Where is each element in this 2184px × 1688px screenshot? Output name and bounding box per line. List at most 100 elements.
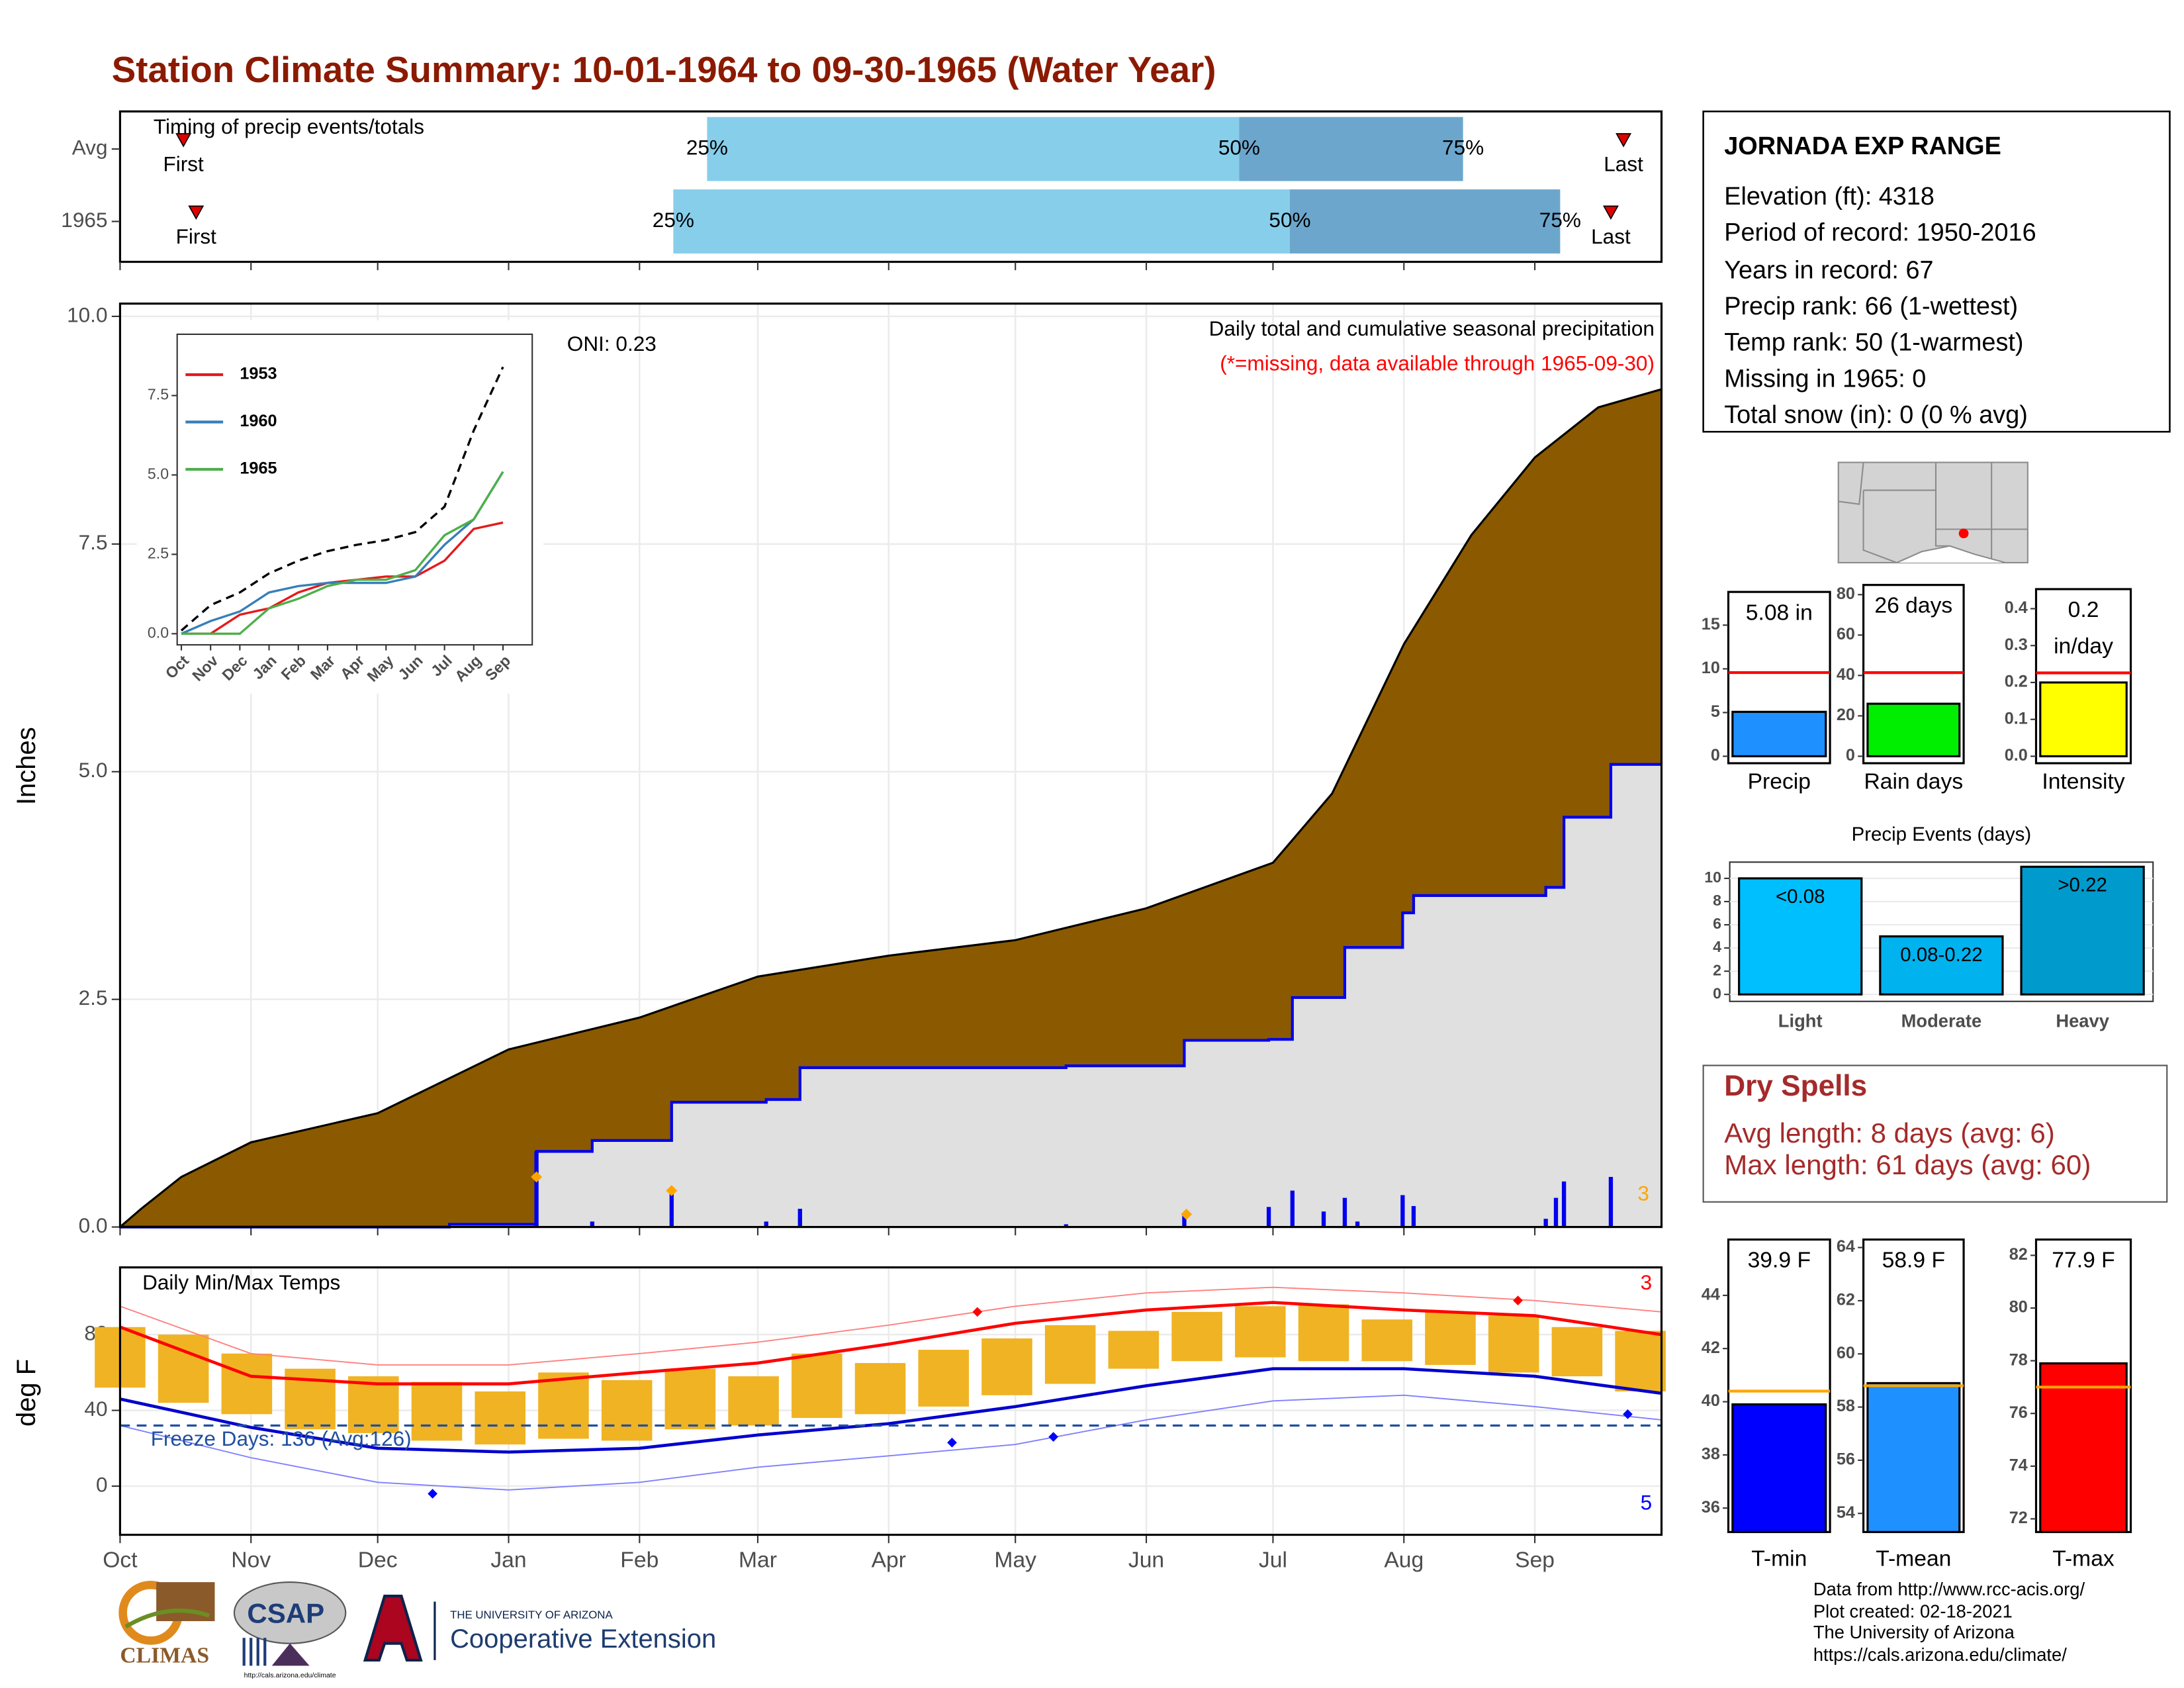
daily-bar — [1266, 1207, 1271, 1227]
daily-range-bar — [1551, 1327, 1603, 1377]
record-high-count: 3 — [1641, 1270, 1653, 1294]
y-tick-label: 7.5 — [79, 530, 108, 554]
y-tick-label: 5.0 — [148, 465, 169, 483]
category-label: T-max — [2052, 1546, 2115, 1571]
event-marker — [175, 133, 192, 148]
y-tick-label: 4 — [1713, 938, 1721, 955]
value-label: 39.9 F — [1747, 1249, 1811, 1274]
value-label-box: 0.2 in/day — [2054, 598, 2113, 659]
y-tick-label: 74 — [2009, 1456, 2028, 1475]
daily-range-bar — [1235, 1306, 1286, 1358]
daily-range-bar — [854, 1363, 906, 1415]
dry-spells-line: Max length: 61 days (avg: 60) — [1724, 1149, 2091, 1180]
quartile-label: 50% — [1269, 208, 1310, 232]
x-tick-label: Light — [1778, 1011, 1823, 1031]
event-marker — [188, 205, 205, 220]
y-tick-label: 72 — [2009, 1509, 2028, 1527]
quartile-label: 50% — [1218, 135, 1260, 159]
chart-title: Precip Events (days) — [1852, 823, 2032, 845]
daily-bar — [1182, 1213, 1187, 1227]
y-tick-label: 40 — [1837, 665, 1855, 684]
x-tick-label: Aug — [1384, 1548, 1424, 1572]
annotation: ONI: 0.23 — [567, 332, 657, 355]
y-tick-label: 58 — [1837, 1397, 1855, 1415]
record-marker — [531, 1171, 543, 1183]
x-tick-label: Apr — [872, 1548, 906, 1572]
row-label: 1965 — [61, 208, 107, 232]
avg-max-line — [119, 1301, 1662, 1385]
y-tick-label: 0.0 — [2005, 746, 2028, 765]
x-tick-label: Mar — [739, 1548, 777, 1572]
record-low-count: 5 — [1641, 1491, 1653, 1515]
y-tick-label: 2.5 — [148, 545, 169, 562]
daily-bar — [764, 1221, 768, 1227]
daily-range-bar — [1171, 1311, 1222, 1362]
bar — [2039, 681, 2128, 758]
daily-bar — [1553, 1197, 1559, 1227]
x-tick-label: Sep — [1515, 1548, 1555, 1572]
x-tick-label: Jun — [1128, 1548, 1164, 1572]
page-title: Station Climate Summary: 10-01-1964 to 0… — [112, 49, 1216, 90]
location-map — [1837, 461, 2028, 564]
y-tick-label: 42 — [1702, 1338, 1720, 1357]
freeze-label: Freeze Days: 136 (Avg:126) — [151, 1427, 412, 1450]
daily-range-bar — [1425, 1311, 1476, 1365]
legend-label: 1960 — [240, 412, 277, 430]
value-label: 0.2 in/day — [2054, 598, 2113, 659]
y-tick-label: 0.0 — [148, 624, 169, 641]
season-line — [120, 763, 1662, 1229]
daily-range-bar — [918, 1350, 970, 1407]
y-tick-label: 60 — [1837, 1344, 1855, 1362]
chart-title: Daily Min/Max Temps — [142, 1270, 340, 1294]
y-tick-label: 76 — [2009, 1403, 2028, 1422]
timing-bar-late — [1289, 189, 1561, 254]
daily-bar — [1561, 1181, 1567, 1227]
value-label: 5.08 in — [1745, 601, 1813, 626]
event-marker — [1602, 205, 1619, 220]
bar-label: >0.22 — [2058, 874, 2107, 896]
daily-range-bar — [1615, 1331, 1666, 1391]
x-tick-label: Heavy — [2056, 1011, 2109, 1031]
y-tick-label: 5.0 — [79, 758, 108, 782]
dry-spells-box — [1702, 1064, 2168, 1203]
daily-bar — [1290, 1190, 1295, 1227]
station-name: JORNADA EXP RANGE — [1724, 132, 2001, 160]
station-line: Elevation (ft): 4318 — [1724, 183, 1934, 211]
record-max-line — [120, 1286, 1662, 1366]
row-label: Avg — [72, 135, 108, 159]
daily-bar — [1608, 1176, 1614, 1227]
x-tick-label: Jan — [490, 1548, 526, 1572]
chart-subtitle: (*=missing, data available through 1965-… — [1220, 352, 1655, 375]
y-tick-label: 80 — [1837, 585, 1855, 603]
event-marker — [1615, 133, 1632, 148]
y-tick-label: 36 — [1702, 1498, 1720, 1517]
csap-url: http://cals.arizona.edu/climate — [244, 1671, 336, 1679]
station-line: Temp rank: 50 (1-warmest) — [1724, 329, 2023, 357]
y-tick-label: 38 — [1702, 1445, 1720, 1464]
daily-bar — [1321, 1211, 1326, 1227]
event-label: First — [176, 224, 217, 248]
value-label-box: 39.9 F — [1747, 1249, 1811, 1274]
x-tick-label: Moderate — [1901, 1011, 1982, 1031]
y-tick-label: 2 — [1713, 961, 1721, 978]
y-tick-label: 8 — [1713, 892, 1721, 909]
record-marker — [1623, 1409, 1633, 1419]
daily-range-bar — [728, 1376, 779, 1426]
season-area — [120, 764, 1662, 1227]
footer-line: https://cals.arizona.edu/climate/ — [1813, 1644, 2067, 1665]
y-tick-label: 62 — [1837, 1291, 1855, 1309]
bar — [1866, 1382, 1961, 1533]
y-tick-label: 20 — [1837, 706, 1855, 724]
daily-bar — [1543, 1219, 1548, 1227]
daily-bar — [797, 1209, 802, 1227]
daily-range-bar — [1108, 1331, 1160, 1369]
legend-label: 1965 — [240, 459, 277, 478]
y-tick-label: 10.0 — [67, 303, 107, 326]
y-tick-label: 56 — [1837, 1450, 1855, 1469]
timing-bar-early — [673, 189, 1290, 254]
record-min-line — [120, 1394, 1662, 1491]
y-tick-label: 44 — [1702, 1286, 1720, 1304]
daily-bar — [534, 1151, 539, 1227]
quartile-label: 25% — [686, 135, 728, 159]
